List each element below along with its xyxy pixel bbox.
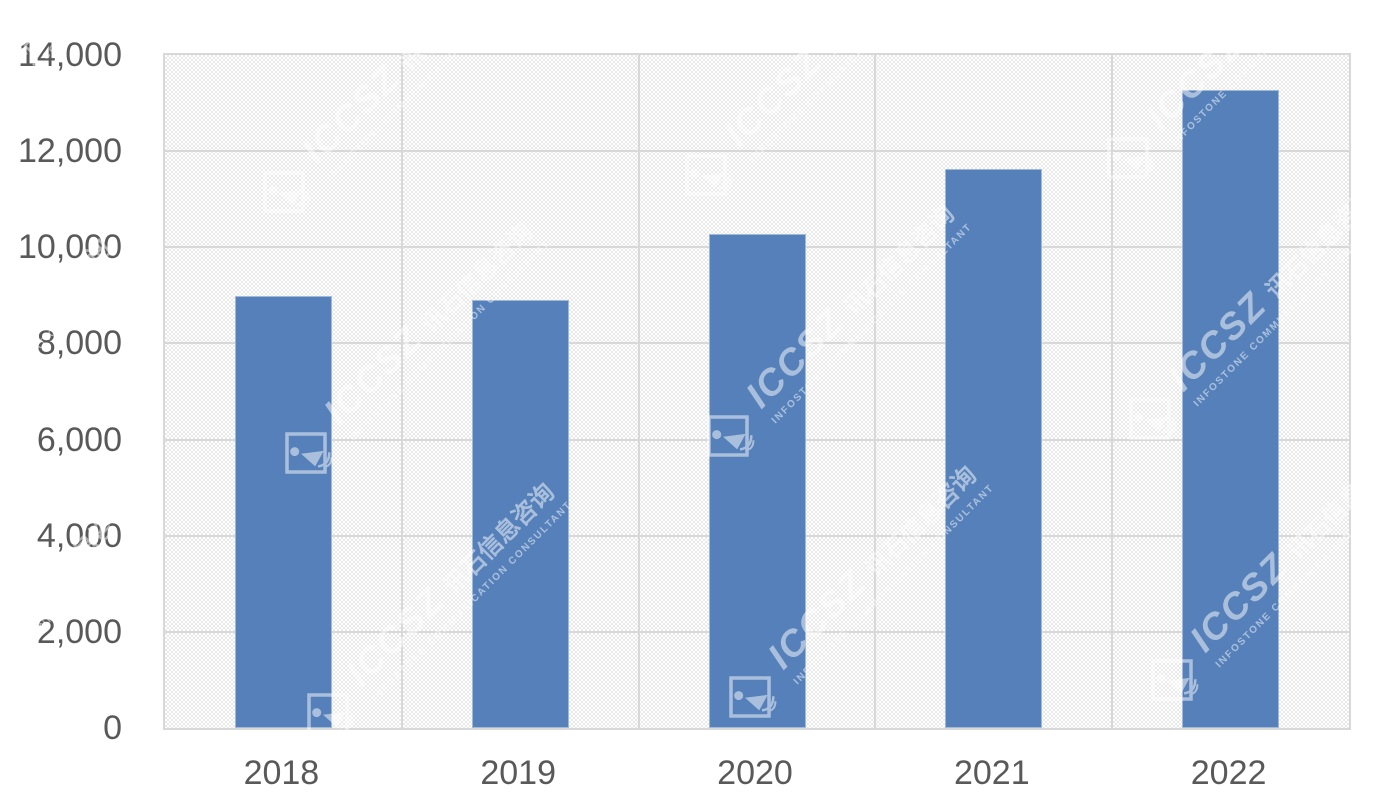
watermark-brand-chinese: 讯石信息咨询 <box>1234 0 1361 44</box>
plot-area <box>163 53 1351 730</box>
watermark-brand-chinese: 讯石信息咨询 <box>812 0 939 61</box>
bar-2019 <box>471 299 569 728</box>
y-tick-label: 8,000 <box>36 324 122 363</box>
y-tick-label: 12,000 <box>18 132 122 171</box>
vertical-gridline <box>1111 55 1114 728</box>
y-tick-label: 6,000 <box>36 420 122 459</box>
x-tick-label: 2022 <box>1190 754 1267 792</box>
bar-2022 <box>1182 89 1280 728</box>
y-tick-label: 0 <box>103 709 122 747</box>
y-tick-label: 4,000 <box>36 516 122 555</box>
y-tick-label: 2,000 <box>36 612 122 651</box>
vertical-gridline <box>637 55 640 728</box>
watermark-brand: ICCSZ <box>0 334 9 450</box>
x-tick-label: 2019 <box>480 754 556 792</box>
bar-2020 <box>708 234 806 728</box>
x-tick-label: 2018 <box>243 754 320 792</box>
x-tick-label: 2020 <box>717 754 793 792</box>
horizontal-gridline <box>165 150 1349 153</box>
bar-2021 <box>945 169 1043 728</box>
vertical-gridline <box>874 55 877 728</box>
x-tick-label: 2021 <box>953 754 1030 792</box>
y-tick-label: 14,000 <box>18 36 122 74</box>
vertical-gridline <box>400 55 403 728</box>
y-tick-label: 10,000 <box>18 228 122 267</box>
bar-2018 <box>234 296 332 728</box>
